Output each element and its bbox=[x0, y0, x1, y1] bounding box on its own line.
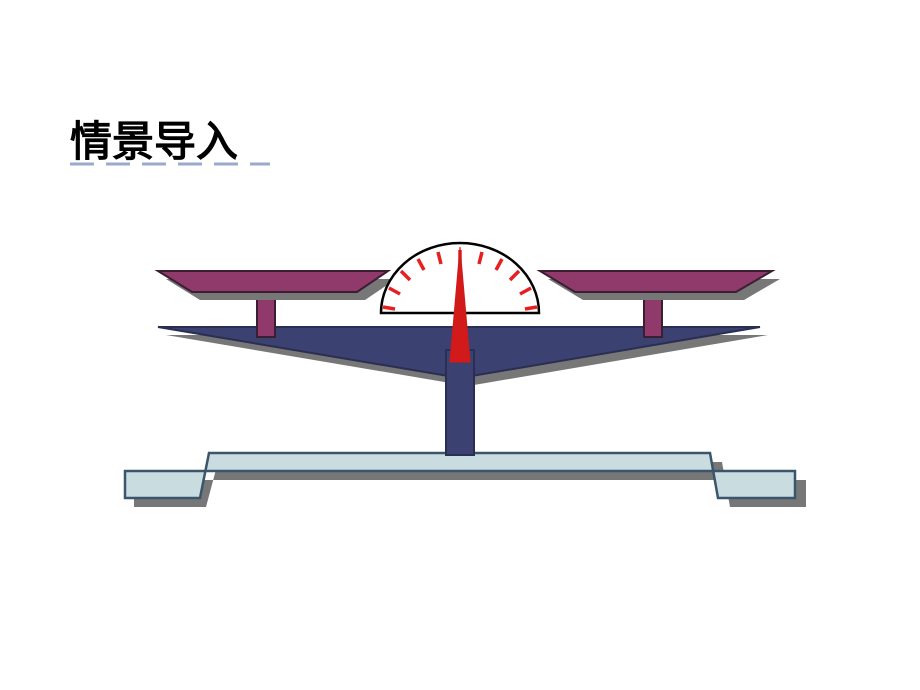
center-pillar bbox=[446, 350, 474, 455]
dial-tick bbox=[383, 307, 395, 309]
balance-diagram bbox=[0, 0, 920, 690]
right-pan bbox=[540, 271, 772, 292]
left-pan bbox=[158, 271, 388, 292]
dial-tick bbox=[525, 307, 537, 309]
